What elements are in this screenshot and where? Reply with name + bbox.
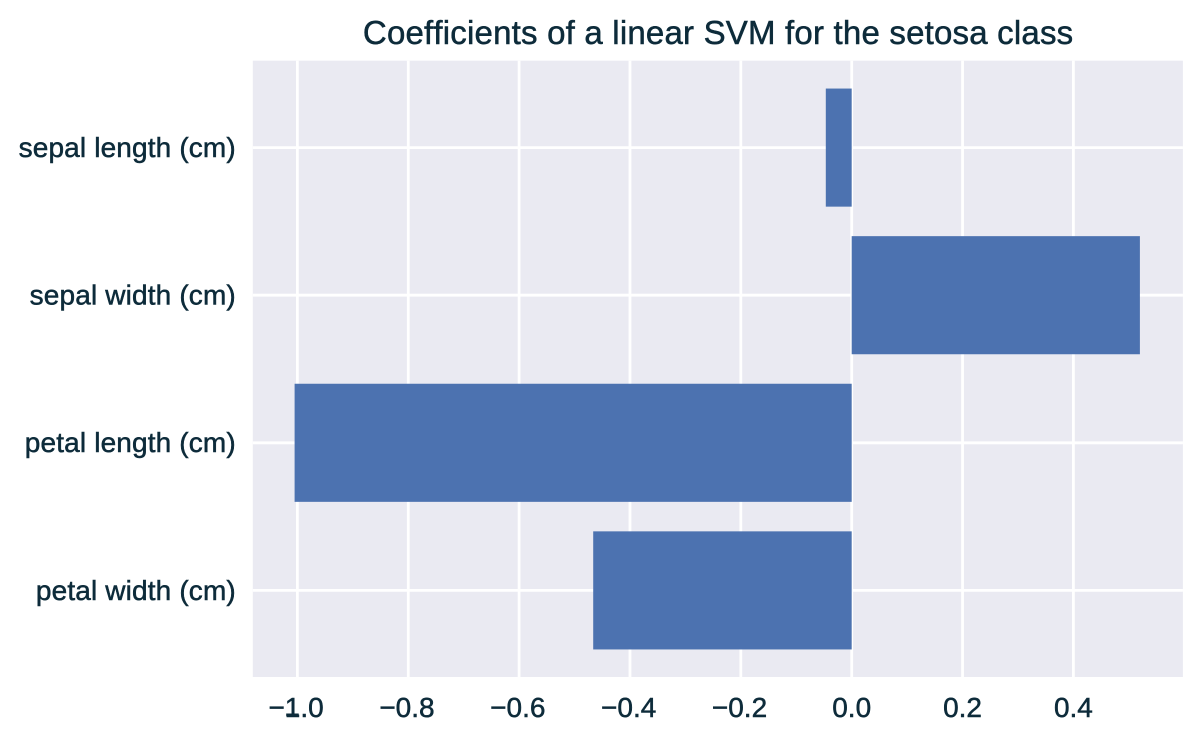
svg-text:sepal width (cm): sepal width (cm) bbox=[30, 280, 236, 311]
svg-text:−0.6: −0.6 bbox=[490, 692, 545, 723]
svg-text:0.0: 0.0 bbox=[832, 692, 871, 723]
svg-text:−0.8: −0.8 bbox=[379, 692, 434, 723]
svg-text:−1.0: −1.0 bbox=[268, 692, 323, 723]
svg-text:−0.2: −0.2 bbox=[712, 692, 767, 723]
svg-text:0.4: 0.4 bbox=[1054, 692, 1093, 723]
svg-text:petal width (cm): petal width (cm) bbox=[36, 575, 236, 606]
svg-text:sepal length (cm): sepal length (cm) bbox=[19, 132, 236, 163]
svg-text:petal length (cm): petal length (cm) bbox=[25, 427, 236, 458]
svg-text:Coefficients of a linear SVM f: Coefficients of a linear SVM for the set… bbox=[363, 14, 1073, 51]
svg-text:0.2: 0.2 bbox=[943, 692, 982, 723]
svg-text:−0.4: −0.4 bbox=[601, 692, 656, 723]
